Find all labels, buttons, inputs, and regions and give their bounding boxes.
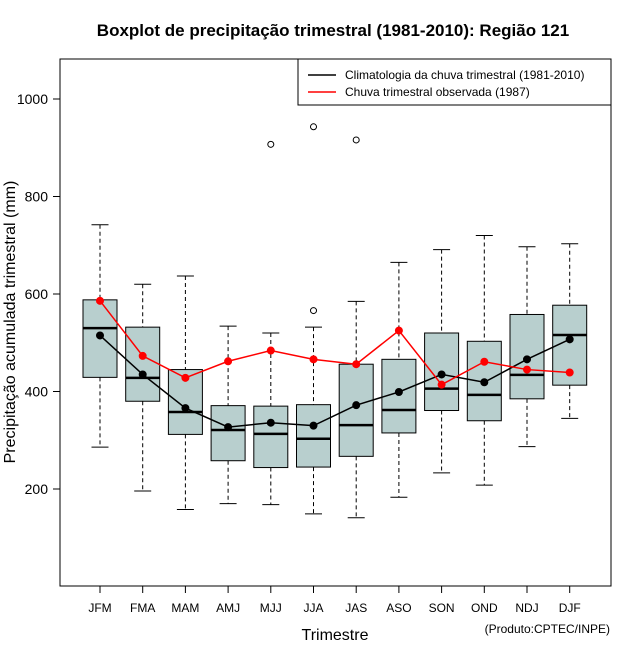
observed-series [96,296,574,389]
x-tick-label: SON [429,601,455,615]
series-point [181,373,190,382]
outlier-point [267,140,275,148]
series-lines [96,296,574,432]
outlier-point [310,307,317,315]
box-amj [210,325,246,505]
x-tick-label: FMA [130,601,155,615]
series-point [224,357,233,366]
y-axis-title: Precipitação acumulada trimestral (mm) [2,181,19,464]
y-tick-label: 600 [25,286,49,302]
series-point [309,355,318,364]
box-iqr [210,405,246,462]
y-tick-label: 200 [25,481,49,497]
legend: Climatologia da chuva trimestral (1981-2… [297,58,612,106]
box-mam [167,275,203,510]
series-point [394,387,403,396]
box-jja [296,123,331,515]
box-mjj [253,140,289,506]
series-point [565,368,574,377]
x-axis-title: Trimestre [302,627,369,644]
series-point [138,370,147,379]
box-son [424,249,460,474]
x-tick-label: DJF [559,601,581,615]
box-djf [552,243,588,419]
boxplot-boxes [82,123,588,519]
x-tick-label: AMJ [216,601,240,615]
series-line [99,300,570,386]
x-tick-label: NDJ [515,601,538,615]
series-point [266,346,275,355]
series-point [309,421,318,430]
series-point [437,380,446,389]
chart-title: Boxplot de precipitação trimestral (1981… [97,21,569,40]
credit-text: (Produto:CPTEC/INPE) [485,622,610,636]
y-tick-label: 400 [25,384,49,400]
box-aso [381,261,417,498]
x-tick-label: MAM [171,601,199,615]
x-tick-label: JAS [345,601,367,615]
x-tick-label: JJA [303,601,323,615]
series-point [352,401,361,410]
series-point [523,365,531,374]
series-point [523,355,531,364]
y-tick-label: 1000 [17,91,48,107]
x-tick-label: ASO [386,601,411,615]
legend-label-climatology: Climatologia da chuva trimestral (1981-2… [345,68,584,82]
box-jas [338,136,374,519]
outlier-point [310,123,317,131]
y-axis: 200 400 600 800 1000 [17,91,60,497]
series-point [565,335,574,344]
series-point [394,326,403,335]
series-point [96,296,104,305]
box-iqr [253,405,289,469]
series-point [224,423,233,432]
legend-box [297,58,612,106]
series-point [181,404,190,413]
box-jfm [82,224,118,448]
y-tick-label: 800 [25,189,49,205]
series-point [480,357,489,366]
x-axis: JFM FMA MAM AMJ MJJ JJA JAS ASO SON OND NDJ DJF [88,586,581,615]
series-point [480,378,489,387]
outlier-point [352,136,360,144]
series-point [96,331,104,340]
climatology-series [96,331,574,432]
series-point [138,351,147,360]
box-fma [125,283,161,492]
box-ndj [509,246,545,448]
x-tick-label: MJJ [260,601,282,615]
series-point [437,370,446,379]
series-line [99,334,571,428]
series-point [266,418,275,427]
legend-label-observed: Chuva trimestral observada (1987) [345,85,530,99]
box-iqr [296,404,331,468]
x-tick-label: OND [471,601,498,615]
series-point [352,360,361,369]
x-tick-label: JFM [88,601,111,615]
